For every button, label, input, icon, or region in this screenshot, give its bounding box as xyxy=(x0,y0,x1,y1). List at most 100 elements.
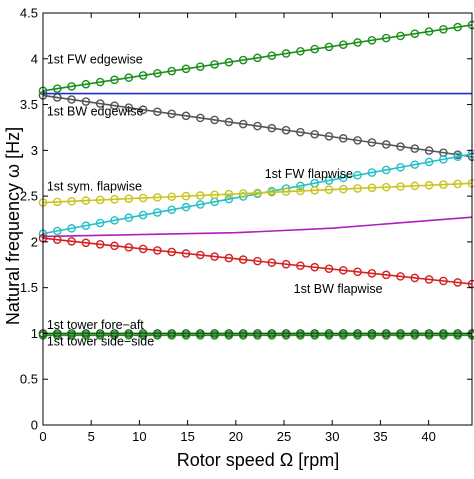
point-bw-edgewise xyxy=(67,95,76,104)
point-fw-edgewise xyxy=(138,71,148,80)
point-bw-edgewise xyxy=(224,117,234,127)
point-tower-fore-aft xyxy=(281,329,291,338)
point-fw-edgewise xyxy=(110,75,119,85)
point-tower-fore-aft xyxy=(81,329,91,338)
point-fw-flapwise xyxy=(167,205,176,215)
point-fw-flapwise xyxy=(353,170,362,180)
point-fw-flapwise xyxy=(67,224,76,233)
point-bw-edgewise xyxy=(396,142,405,151)
point-fw-flapwise xyxy=(224,194,234,204)
point-tower-fore-aft xyxy=(238,329,248,338)
point-tower-fore-aft xyxy=(124,329,134,338)
point-tower-fore-aft xyxy=(296,329,305,338)
y-tick-label: 1 xyxy=(31,326,38,341)
point-bw-flapwise xyxy=(296,261,305,270)
y-tick-label: 2.5 xyxy=(20,189,38,204)
point-fw-edgewise xyxy=(353,38,362,47)
annotation-label: 1st tower fore−aft xyxy=(47,318,144,332)
x-tick-label: 10 xyxy=(132,429,146,444)
point-fw-flapwise xyxy=(110,216,119,225)
point-fw-edgewise xyxy=(324,42,334,52)
point-sym-flapwise xyxy=(124,194,134,203)
point-sym-flapwise xyxy=(53,197,62,207)
point-bw-edgewise xyxy=(167,109,176,119)
x-tick-label: 25 xyxy=(277,429,291,444)
series-sym-flapwise xyxy=(38,178,474,207)
point-fw-edgewise xyxy=(253,53,262,63)
point-fw-flapwise xyxy=(410,160,420,169)
y-tick-label: 3.5 xyxy=(20,97,38,112)
point-fw-flapwise xyxy=(296,181,305,191)
x-tick-label: 15 xyxy=(180,429,194,444)
point-bw-flapwise xyxy=(310,262,320,272)
point-bw-flapwise xyxy=(110,241,119,251)
point-fw-edgewise xyxy=(238,55,248,65)
point-bw-flapwise xyxy=(396,272,405,281)
point-fw-flapwise xyxy=(81,221,91,230)
y-tick-label: 1.5 xyxy=(20,280,38,295)
point-fw-flapwise xyxy=(453,152,463,161)
point-fw-edgewise xyxy=(424,27,434,36)
series-line-sym-flapwise xyxy=(42,182,473,204)
y-tick-label: 4.5 xyxy=(20,6,38,21)
point-sym-flapwise xyxy=(381,182,391,192)
point-fw-flapwise xyxy=(424,157,434,167)
point-bw-edgewise xyxy=(267,123,277,133)
point-tower-fore-aft xyxy=(195,329,205,338)
point-bw-flapwise xyxy=(81,238,91,248)
point-tower-fore-aft xyxy=(110,329,119,338)
y-axis-title: Natural frequency ω [Hz] xyxy=(3,127,23,325)
point-sym-flapwise xyxy=(324,185,334,195)
point-bw-edgewise xyxy=(338,134,348,143)
point-sym-flapwise xyxy=(453,179,463,189)
point-tower-fore-aft xyxy=(267,329,277,338)
point-fw-flapwise xyxy=(138,210,148,220)
point-bw-flapwise xyxy=(53,235,62,245)
point-fw-edgewise xyxy=(195,62,205,71)
point-tower-fore-aft xyxy=(396,329,405,338)
y-tick-label: 2 xyxy=(31,234,38,249)
point-fw-edgewise xyxy=(95,77,105,87)
point-fw-edgewise xyxy=(381,33,391,43)
point-tower-fore-aft xyxy=(324,329,334,338)
point-bw-flapwise xyxy=(367,269,377,278)
y-tick-label: 3 xyxy=(31,143,38,158)
point-bw-flapwise xyxy=(95,240,105,249)
annotation-layer: 1st FW edgewise 1st BW edgewise 1st FW fla… xyxy=(47,52,383,348)
point-bw-flapwise xyxy=(353,267,362,277)
x-tick-label: 40 xyxy=(421,429,435,444)
point-fw-flapwise xyxy=(181,202,191,212)
point-fw-flapwise xyxy=(95,218,105,228)
point-fw-flapwise xyxy=(53,226,62,236)
point-bw-flapwise xyxy=(167,247,176,257)
point-sym-flapwise xyxy=(210,190,219,200)
x-tick-label: 0 xyxy=(39,429,46,444)
point-sym-flapwise xyxy=(281,187,291,196)
point-bw-edgewise xyxy=(95,99,105,108)
point-sym-flapwise xyxy=(110,195,119,204)
point-bw-edgewise xyxy=(281,125,291,135)
point-bw-edgewise xyxy=(381,140,391,149)
series-line-fw-flapwise xyxy=(42,153,473,235)
point-bw-edgewise xyxy=(238,119,248,129)
point-fw-flapwise xyxy=(367,168,377,177)
point-bw-edgewise xyxy=(81,97,91,106)
point-sym-flapwise xyxy=(153,193,162,202)
point-sym-flapwise xyxy=(310,186,320,195)
point-bw-edgewise xyxy=(367,138,377,147)
point-fw-edgewise xyxy=(439,24,448,34)
point-tower-fore-aft xyxy=(253,329,262,338)
point-sym-flapwise xyxy=(81,196,91,205)
point-sym-flapwise xyxy=(353,184,362,193)
axes-layer: 0 5 10 15 20 25 30 35 40 0 0.5 1 1.5 2 2.5 3 3.5 4 4.5 xyxy=(20,6,472,444)
point-fw-edgewise xyxy=(153,68,162,78)
point-sym-flapwise xyxy=(181,191,191,201)
point-bw-flapwise xyxy=(424,275,434,284)
point-fw-edgewise xyxy=(338,40,348,49)
point-sym-flapwise xyxy=(238,189,248,198)
point-fw-edgewise xyxy=(124,73,134,82)
point-bw-edgewise xyxy=(296,127,305,137)
point-fw-flapwise xyxy=(324,176,334,185)
